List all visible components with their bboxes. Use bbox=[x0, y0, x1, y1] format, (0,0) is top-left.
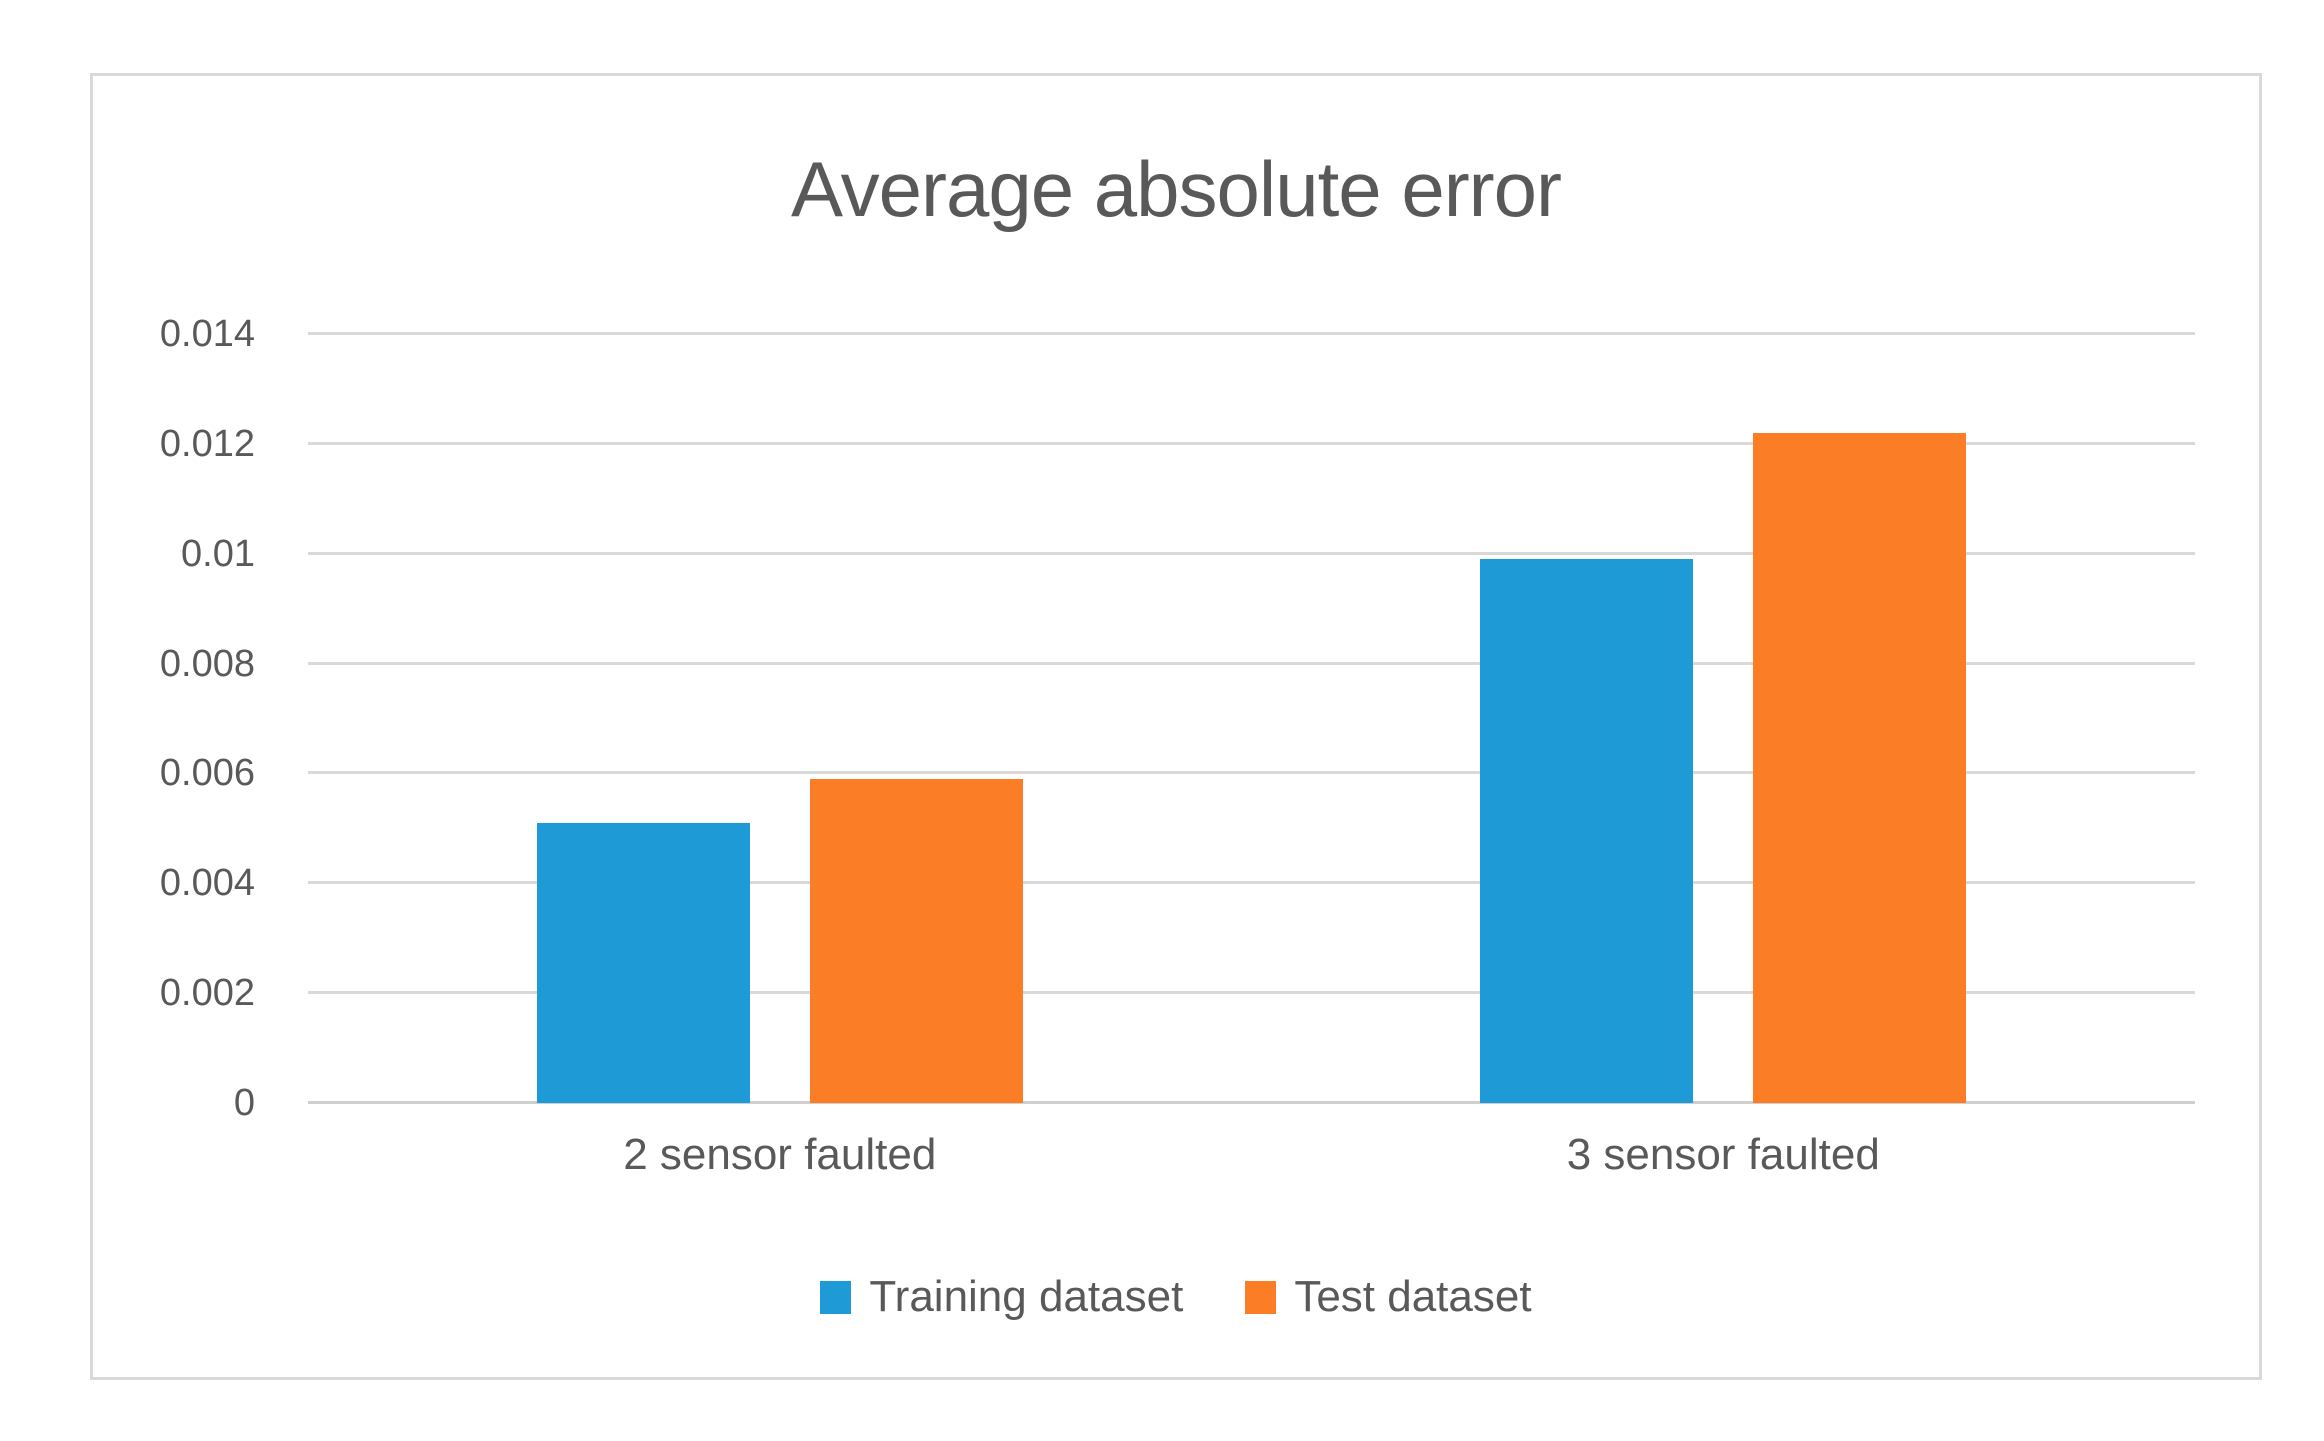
legend-label: Test dataset bbox=[1294, 1272, 1532, 1321]
y-tick-label: 0.01 bbox=[181, 532, 255, 575]
y-tick-label: 0.006 bbox=[159, 752, 255, 795]
legend-label: Training dataset bbox=[869, 1272, 1184, 1321]
gridline bbox=[308, 881, 2195, 885]
gridline bbox=[308, 771, 2195, 775]
y-tick-label: 0.004 bbox=[159, 862, 255, 905]
bar-training-dataset-cat2 bbox=[1480, 559, 1694, 1103]
legend: Training dataset Test dataset bbox=[93, 1272, 2259, 1322]
y-tick-label: 0.014 bbox=[159, 313, 255, 355]
gridline bbox=[308, 551, 2195, 555]
y-tick-label: 0 bbox=[233, 1082, 255, 1124]
legend-item-training-dataset: Training dataset bbox=[820, 1272, 1183, 1322]
y-tick-label: 0.002 bbox=[159, 972, 255, 1015]
x-axis-baseline bbox=[308, 1101, 2195, 1104]
y-tick-label: 0.008 bbox=[159, 642, 255, 685]
chart-title: Average absolute error bbox=[790, 145, 1562, 233]
chart-frame: Average absolute error 0 0.002 0.004 0.006 0… bbox=[90, 73, 2262, 1380]
bar-test-dataset-cat1 bbox=[809, 778, 1023, 1103]
gridline bbox=[308, 991, 2195, 995]
plot-area bbox=[308, 332, 2195, 1104]
x-category-label: 2 sensor faulted bbox=[623, 1130, 937, 1179]
x-category-label: 3 sensor faulted bbox=[1566, 1130, 1880, 1179]
gridline bbox=[308, 441, 2195, 445]
legend-item-test-dataset: Test dataset bbox=[1245, 1272, 1532, 1322]
bar-training-dataset-cat1 bbox=[536, 822, 750, 1103]
legend-swatch-icon bbox=[820, 1280, 852, 1314]
legend-swatch-icon bbox=[1245, 1280, 1277, 1314]
bar-test-dataset-cat2 bbox=[1753, 432, 1967, 1103]
gridline bbox=[308, 661, 2195, 665]
y-tick-label: 0.012 bbox=[159, 422, 255, 465]
gridline bbox=[308, 332, 2195, 335]
